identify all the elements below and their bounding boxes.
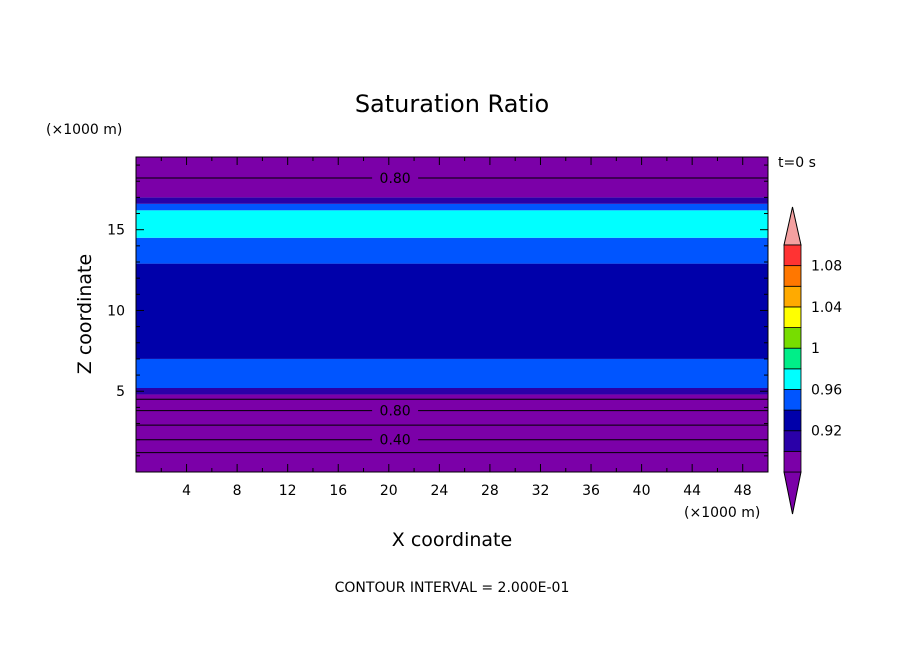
x-unit-label: (×1000 m)	[684, 505, 760, 521]
y-axis-label: Z coordinate	[74, 254, 96, 374]
contour-label-2: 0.80	[380, 404, 411, 420]
colorbar-segment-1	[783, 430, 802, 452]
x-axis-label: X coordinate	[392, 529, 512, 551]
colorbar-segment-4	[783, 368, 802, 390]
contour-lines: 0.80 0.80 0.40	[136, 171, 768, 454]
colorbar-segment-5	[783, 347, 802, 370]
colorbar-label-0.96: 0.96	[811, 382, 842, 398]
plot-bands	[136, 157, 768, 472]
x-tick-label-16: 16	[329, 483, 347, 499]
x-tick-label-36: 36	[582, 483, 600, 499]
colorbar-segment-2	[783, 409, 802, 432]
band-0	[136, 394, 768, 472]
colorbar: 0.92 0.96 1 1.04 1.08	[783, 206, 842, 515]
x-tick-label-24: 24	[430, 483, 448, 499]
colorbar-segment-8	[783, 285, 802, 308]
y-tick-label-15: 15	[107, 223, 125, 239]
y-tick-label-10: 10	[107, 303, 125, 319]
colorbar-segment-7	[783, 306, 802, 328]
plot-frame	[135, 156, 769, 473]
colorbar-segment-9	[783, 265, 802, 287]
x-tick-label-44: 44	[683, 483, 701, 499]
colorbar-under-triangle	[783, 471, 802, 515]
colorbar-segment-10	[783, 244, 802, 267]
contour-interval-footer: CONTOUR INTERVAL = 2.000E-01	[335, 580, 570, 596]
y-axis-ticks: 5 10 15	[107, 164, 768, 457]
band-3	[136, 263, 768, 359]
x-tick-label-32: 32	[532, 483, 550, 499]
colorbar-over-triangle	[783, 206, 802, 246]
contour-label-4: 0.40	[380, 433, 411, 449]
band-1	[136, 388, 768, 395]
colorbar-label-1.08: 1.08	[811, 259, 842, 275]
colorbar-segment-6	[783, 327, 802, 349]
colorbar-segment-3	[783, 389, 802, 411]
x-tick-label-28: 28	[481, 483, 499, 499]
y-tick-label-5: 5	[116, 384, 125, 400]
x-tick-label-48: 48	[734, 483, 752, 499]
x-tick-label-40: 40	[633, 483, 651, 499]
x-axis-ticks: 4 8 12 16 20 24 28 32 36 40 44 48	[160, 157, 752, 499]
x-tick-label-8: 8	[233, 483, 242, 499]
y-unit-label: (×1000 m)	[46, 122, 122, 138]
colorbar-label-0.92: 0.92	[811, 424, 842, 440]
band-7	[136, 197, 768, 204]
x-tick-label-4: 4	[182, 483, 191, 499]
colorbar-label-1: 1	[811, 341, 820, 357]
band-5	[136, 210, 768, 238]
band-4	[136, 237, 768, 264]
band-6	[136, 203, 768, 211]
chart-title: Saturation Ratio	[355, 90, 549, 118]
contour-label-0: 0.80	[380, 171, 411, 187]
band-8	[136, 157, 768, 198]
band-2	[136, 358, 768, 388]
colorbar-label-1.04: 1.04	[811, 300, 842, 316]
x-tick-label-12: 12	[279, 483, 297, 499]
time-label: t=0 s	[778, 155, 816, 171]
colorbar-segment-0	[783, 450, 802, 473]
x-tick-label-20: 20	[380, 483, 398, 499]
